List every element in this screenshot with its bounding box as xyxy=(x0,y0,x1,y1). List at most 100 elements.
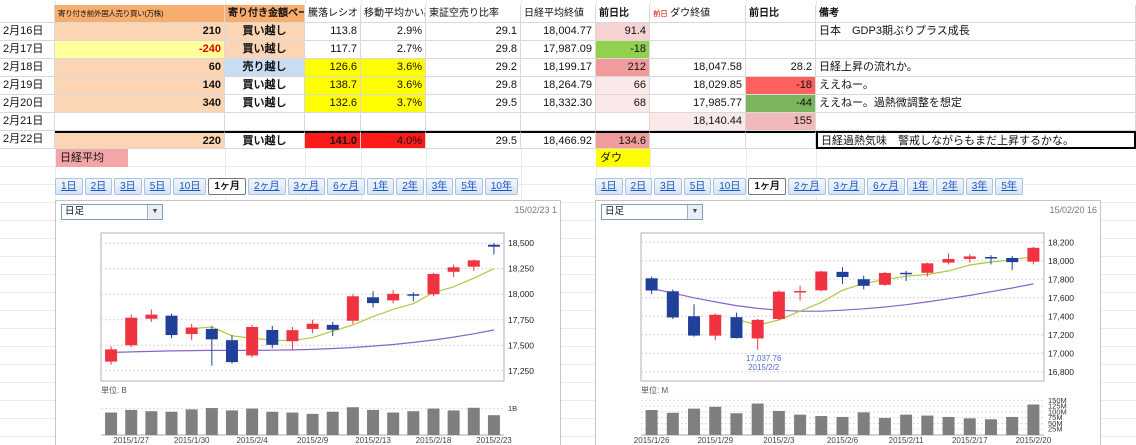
cell-basis[interactable] xyxy=(225,113,305,131)
cell-remark[interactable]: ええねー。過熱微調整を想定 xyxy=(816,95,1136,113)
tab-10日[interactable]: 10日 xyxy=(713,178,747,195)
cell-remark[interactable]: 日経過熱気味 警戒しながらもまだ上昇するかな。 xyxy=(816,131,1136,149)
tab-3ヶ月[interactable]: 3ヶ月 xyxy=(827,178,866,195)
tab-1年[interactable]: 1年 xyxy=(906,178,935,195)
cell-basis[interactable]: 売り越し xyxy=(225,59,305,77)
tab-6ヶ月[interactable]: 6ヶ月 xyxy=(867,178,905,195)
cell-date[interactable]: 2月18日 xyxy=(0,59,55,77)
header-short_ratio[interactable]: 東証空売り比率 xyxy=(426,5,521,23)
cell-nikkei_close[interactable]: 18,264.79 xyxy=(521,77,596,95)
cell-nikkei_chg[interactable]: 212 xyxy=(596,59,650,77)
tab-2年[interactable]: 2年 xyxy=(396,178,424,195)
cell-ratio[interactable]: 141.0 xyxy=(305,131,361,149)
dow-section-label[interactable]: ダウ xyxy=(596,149,650,167)
cell-dow_close[interactable] xyxy=(650,23,746,41)
cell-date[interactable]: 2月17日 xyxy=(0,41,55,59)
header-foreign[interactable]: 寄り付き前外国人売り買い(万株) xyxy=(55,5,225,23)
tab-5日[interactable]: 5日 xyxy=(683,178,712,195)
cell-remark[interactable] xyxy=(816,113,1136,131)
tab-3年[interactable]: 3年 xyxy=(965,178,994,195)
cell-ma_dev[interactable]: 4.0% xyxy=(361,131,426,149)
cell-nikkei_close[interactable]: 18,199.17 xyxy=(521,59,596,77)
cell-ma_dev[interactable]: 3.7% xyxy=(361,95,426,113)
header-remark[interactable]: 備考 xyxy=(816,5,1136,23)
cell-short_ratio[interactable] xyxy=(426,113,521,131)
cell-dow_close[interactable]: 17,985.77 xyxy=(650,95,746,113)
header-ratio[interactable]: 騰落レシオ xyxy=(305,5,361,23)
tab-3日[interactable]: 3日 xyxy=(114,178,142,195)
cell-date[interactable]: 2月19日 xyxy=(0,77,55,95)
cell-nikkei_close[interactable] xyxy=(521,113,596,131)
cell-nikkei_chg[interactable]: 134.6 xyxy=(596,131,650,149)
cell-foreign[interactable] xyxy=(55,113,225,131)
tab-2年[interactable]: 2年 xyxy=(936,178,964,195)
cell-dow_chg[interactable] xyxy=(746,41,816,59)
tab-1日[interactable]: 1日 xyxy=(595,178,623,195)
cell-foreign[interactable]: 340 xyxy=(55,95,225,113)
cell-ratio[interactable]: 138.7 xyxy=(305,77,361,95)
nikkei-section-label[interactable]: 日経平均 xyxy=(56,149,128,167)
cell-foreign[interactable]: -240 xyxy=(55,41,225,59)
cell-basis[interactable]: 買い越し xyxy=(225,131,305,149)
cell-remark[interactable]: 日経上昇の流れか。 xyxy=(816,59,1136,77)
cell-date[interactable]: 2月22日 xyxy=(0,131,55,149)
tab-2日[interactable]: 2日 xyxy=(84,178,113,195)
cell-nikkei_close[interactable]: 18,004.77 xyxy=(521,23,596,41)
cell-dow_close[interactable]: 18,029.85 xyxy=(650,77,746,95)
cell-foreign[interactable]: 140 xyxy=(55,77,225,95)
cell-foreign[interactable]: 210 xyxy=(55,23,225,41)
cell-dow_close[interactable] xyxy=(650,131,746,149)
cell-short_ratio[interactable]: 29.2 xyxy=(426,59,521,77)
cell-dow_chg[interactable]: -44 xyxy=(746,95,816,113)
tab-10年[interactable]: 10年 xyxy=(484,178,518,195)
header-ma_dev[interactable]: 移動平均かい離 xyxy=(361,5,426,23)
cell-date[interactable]: 2月16日 xyxy=(0,23,55,41)
cell-nikkei_close[interactable]: 17,987.09 xyxy=(521,41,596,59)
tab-5年[interactable]: 5年 xyxy=(995,178,1023,195)
cell-dow_close[interactable] xyxy=(650,41,746,59)
cell-nikkei_chg[interactable] xyxy=(596,113,650,131)
cell-date[interactable]: 2月21日 xyxy=(0,113,55,131)
tab-1ヶ月[interactable]: 1ヶ月 xyxy=(208,178,246,195)
header-dow_close[interactable]: 前日 ダウ終値 xyxy=(650,5,746,23)
cell-ratio[interactable]: 117.7 xyxy=(305,41,361,59)
cell-remark[interactable]: ええねー。 xyxy=(816,77,1136,95)
header-date[interactable] xyxy=(0,5,55,23)
tab-2ヶ月[interactable]: 2ヶ月 xyxy=(787,178,826,195)
header-nikkei_chg[interactable]: 前日比 xyxy=(596,5,650,23)
cell-dow_close[interactable]: 18,047.58 xyxy=(650,59,746,77)
cell-dow_chg[interactable] xyxy=(746,131,816,149)
tab-3日[interactable]: 3日 xyxy=(654,178,682,195)
cell-nikkei_chg[interactable]: 68 xyxy=(596,95,650,113)
cell-date[interactable]: 2月20日 xyxy=(0,95,55,113)
header-basis[interactable]: 寄り付き金額ベース xyxy=(225,5,305,23)
tab-1日[interactable]: 1日 xyxy=(55,178,83,195)
cell-short_ratio[interactable]: 29.1 xyxy=(426,23,521,41)
tab-3年[interactable]: 3年 xyxy=(425,178,454,195)
tab-3ヶ月[interactable]: 3ヶ月 xyxy=(287,178,326,195)
cell-remark[interactable]: 日本 GDP3期ぶりプラス成長 xyxy=(816,23,1136,41)
tab-1ヶ月[interactable]: 1ヶ月 xyxy=(748,178,786,195)
cell-nikkei_close[interactable]: 18,332.30 xyxy=(521,95,596,113)
cell-ratio[interactable] xyxy=(305,113,361,131)
cell-nikkei_close[interactable]: 18,466.92 xyxy=(521,131,596,149)
tab-2日[interactable]: 2日 xyxy=(624,178,653,195)
tab-2ヶ月[interactable]: 2ヶ月 xyxy=(247,178,286,195)
cell-nikkei_chg[interactable]: -18 xyxy=(596,41,650,59)
nikkei-interval-select[interactable]: 日足 ▼ xyxy=(61,204,163,220)
cell-ratio[interactable]: 126.6 xyxy=(305,59,361,77)
cell-ratio[interactable]: 132.6 xyxy=(305,95,361,113)
cell-nikkei_chg[interactable]: 66 xyxy=(596,77,650,95)
cell-ma_dev[interactable] xyxy=(361,113,426,131)
dow-interval-select[interactable]: 日足 ▼ xyxy=(601,204,703,220)
cell-dow_chg[interactable]: 28.2 xyxy=(746,59,816,77)
cell-basis[interactable]: 買い越し xyxy=(225,23,305,41)
cell-dow_chg[interactable] xyxy=(746,23,816,41)
cell-basis[interactable]: 買い越し xyxy=(225,95,305,113)
cell-short_ratio[interactable]: 29.8 xyxy=(426,41,521,59)
cell-ma_dev[interactable]: 2.9% xyxy=(361,23,426,41)
cell-dow_chg[interactable]: -18 xyxy=(746,77,816,95)
cell-short_ratio[interactable]: 29.5 xyxy=(426,95,521,113)
cell-foreign[interactable]: 220 xyxy=(55,131,225,149)
cell-nikkei_chg[interactable]: 91.4 xyxy=(596,23,650,41)
